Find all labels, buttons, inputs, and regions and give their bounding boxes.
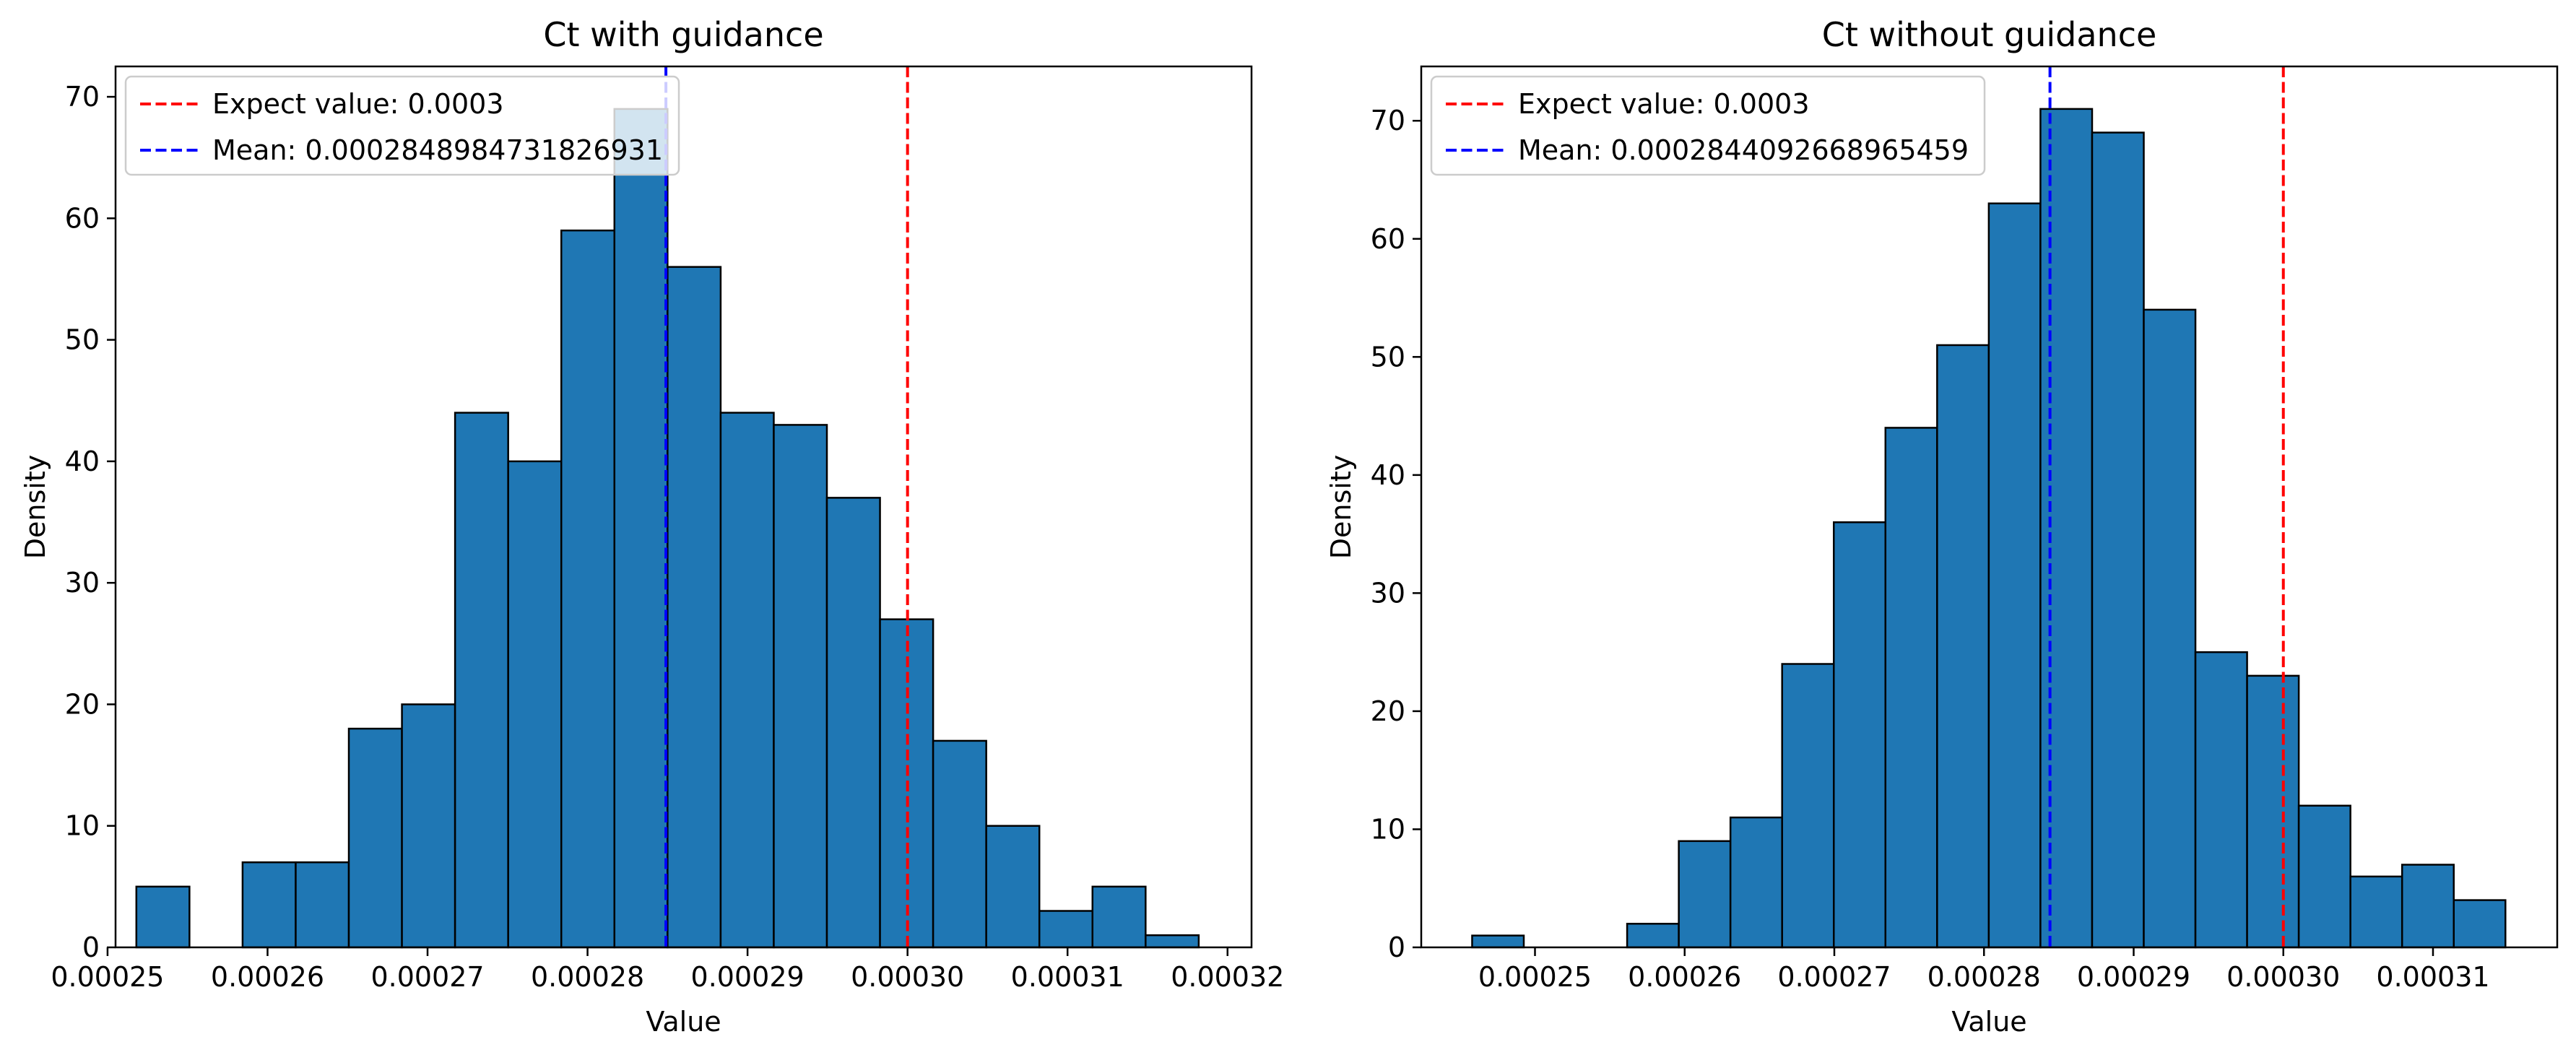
x-tick-label: 0.00027 xyxy=(1777,961,1891,993)
histogram-bar xyxy=(985,825,1041,949)
legend-mean-label: Mean: 0.0002848984731826931 xyxy=(212,134,663,166)
histogram-bar xyxy=(1145,934,1200,949)
chart-panel-1: 0.00025 0.00026 0.00027 0.00028 0.00029 0.000… xyxy=(19,15,1284,1038)
histogram-bar xyxy=(1471,934,1525,949)
histogram-bar xyxy=(825,497,881,949)
legend-box xyxy=(124,75,680,176)
x-tick-label: 0.00029 xyxy=(2077,961,2190,993)
histogram-bar xyxy=(667,266,722,949)
histogram-bar xyxy=(347,727,403,949)
x-tick-label: 0.00029 xyxy=(691,961,805,993)
axes-frame xyxy=(114,65,1253,949)
histogram-bar xyxy=(1987,202,2042,949)
histogram-bar xyxy=(1729,816,1783,949)
legend: Expect value: 0.0003 Mean: 0.000284898473… xyxy=(124,75,680,176)
histogram-bar xyxy=(2453,899,2507,949)
histogram-bar xyxy=(1781,663,1835,949)
y-tick-label: 20 xyxy=(65,688,100,720)
y-axis-label: Density xyxy=(19,455,51,559)
histogram-bar xyxy=(2349,875,2403,949)
histogram-bar xyxy=(932,739,987,949)
x-tick-label: 0.00031 xyxy=(1011,961,1124,993)
histogram-bar xyxy=(454,412,509,949)
legend-expected-label: Expect value: 0.0003 xyxy=(212,88,504,120)
x-tick-label: 0.00027 xyxy=(370,961,484,993)
y-tick-label: 10 xyxy=(65,810,100,842)
histogram-bar xyxy=(1678,840,1732,949)
x-tick-label: 0.00028 xyxy=(531,961,644,993)
legend: Expect value: 0.0003 Mean: 0.000284409266… xyxy=(1430,75,1986,176)
histogram-bar xyxy=(719,412,775,949)
histogram-bar xyxy=(1884,427,1938,949)
y-tick-label: 70 xyxy=(1371,105,1405,136)
histogram-bar xyxy=(773,424,828,949)
x-tick-label: 0.00030 xyxy=(2226,961,2340,993)
histogram-bar xyxy=(1038,910,1094,949)
histogram-bar xyxy=(2143,308,2197,949)
legend-box xyxy=(1430,75,1986,176)
y-tick-label: 60 xyxy=(65,202,100,234)
histogram-bar xyxy=(1833,521,1887,949)
x-axis-label: Value xyxy=(646,1006,721,1038)
y-axis-label: Density xyxy=(1325,455,1357,559)
y-tick-label: 70 xyxy=(65,81,100,113)
histogram-bar xyxy=(560,229,616,949)
y-tick-label: 40 xyxy=(1371,459,1405,491)
x-tick-label: 0.00030 xyxy=(851,961,964,993)
x-tick-label: 0.00031 xyxy=(2376,961,2489,993)
histogram-bar xyxy=(2091,131,2145,949)
histogram-bar xyxy=(2246,674,2300,949)
y-tick-label: 30 xyxy=(1371,577,1405,609)
x-tick-label: 0.00026 xyxy=(1628,961,1741,993)
y-tick-label: 20 xyxy=(1371,695,1405,727)
histogram-bar xyxy=(2039,108,2094,949)
y-tick-label: 0 xyxy=(82,931,100,963)
legend-mean-label: Mean: 0.0002844092668965459 xyxy=(1518,134,1969,166)
histogram-bar xyxy=(135,885,191,949)
histogram-bar xyxy=(2401,864,2455,949)
x-axis-label: Value xyxy=(1951,1006,2026,1038)
x-tick-label: 0.00026 xyxy=(211,961,324,993)
histogram-bar xyxy=(241,861,297,949)
histogram-bar xyxy=(613,108,669,949)
x-tick-label: 0.00025 xyxy=(1478,961,1592,993)
x-tick-label: 0.00025 xyxy=(51,961,164,993)
y-tick-label: 0 xyxy=(1388,931,1405,963)
histogram-bar xyxy=(2297,804,2351,949)
y-tick-label: 40 xyxy=(65,446,100,477)
chart-panel-2: 0.00025 0.00026 0.00027 0.00028 0.00029 0.000… xyxy=(1325,15,2559,1038)
x-tick-label: 0.00032 xyxy=(1171,961,1284,993)
x-tick-label: 0.00028 xyxy=(1927,961,2041,993)
histogram-bar xyxy=(1091,885,1147,949)
chart-title: Ct without guidance xyxy=(1822,15,2157,54)
y-tick-label: 10 xyxy=(1371,813,1405,845)
histogram-bar xyxy=(1626,923,1680,949)
histogram-bar xyxy=(295,861,350,949)
histogram-bar xyxy=(401,703,456,949)
y-tick-label: 50 xyxy=(65,324,100,356)
histogram-bars xyxy=(135,108,1200,949)
axes-frame xyxy=(1420,65,2559,949)
y-tick-label: 60 xyxy=(1371,223,1405,255)
legend-expected-label: Expect value: 0.0003 xyxy=(1518,88,1810,120)
chart-title: Ct with guidance xyxy=(543,15,823,54)
histogram-bar xyxy=(507,460,563,949)
histogram-bar xyxy=(2194,651,2248,949)
y-tick-label: 50 xyxy=(1371,341,1405,373)
histogram-bar xyxy=(1936,344,1990,949)
y-tick-label: 30 xyxy=(65,567,100,599)
